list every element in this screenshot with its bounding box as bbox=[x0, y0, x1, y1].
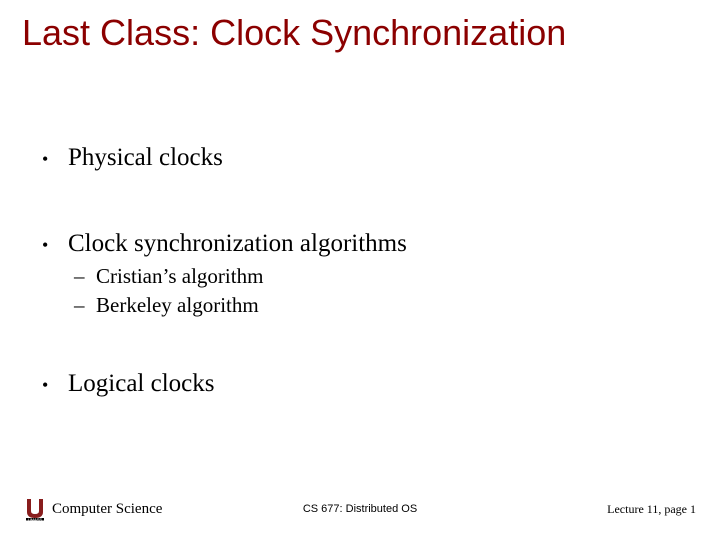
bullet-marker: • bbox=[40, 375, 68, 396]
slide-footer: UMASS Computer Science CS 677: Distribut… bbox=[0, 496, 720, 522]
bullet-section-sync-algorithms: • Clock synchronization algorithms – Cri… bbox=[40, 230, 680, 318]
subbullet-text: Cristian’s algorithm bbox=[96, 264, 263, 289]
footer-right-text: Lecture 11, page 1 bbox=[607, 502, 696, 517]
subbullet-cristians: – Cristian’s algorithm bbox=[74, 264, 680, 289]
subbullet-marker: – bbox=[74, 264, 96, 289]
svg-text:UMASS: UMASS bbox=[28, 517, 43, 522]
bullet-text: Clock synchronization algorithms bbox=[68, 230, 407, 258]
umass-logo-icon: UMASS bbox=[24, 496, 46, 522]
subbullet-berkeley: – Berkeley algorithm bbox=[74, 293, 680, 318]
slide-title: Last Class: Clock Synchronization bbox=[0, 0, 720, 54]
footer-left: UMASS Computer Science bbox=[24, 496, 162, 522]
bullet-text: Logical clocks bbox=[68, 370, 214, 398]
bullet-logical-clocks: • Logical clocks bbox=[40, 370, 680, 398]
subbullet-text: Berkeley algorithm bbox=[96, 293, 259, 318]
bullet-marker: • bbox=[40, 149, 68, 170]
footer-center-text: CS 677: Distributed OS bbox=[303, 503, 417, 515]
footer-left-text: Computer Science bbox=[52, 501, 162, 518]
bullet-text: Physical clocks bbox=[68, 144, 223, 172]
bullet-sync-algorithms: • Clock synchronization algorithms bbox=[40, 230, 680, 258]
subbullet-marker: – bbox=[74, 293, 96, 318]
slide-body: • Physical clocks • Clock synchronizatio… bbox=[0, 54, 720, 398]
bullet-marker: • bbox=[40, 235, 68, 256]
bullet-physical-clocks: • Physical clocks bbox=[40, 144, 680, 172]
